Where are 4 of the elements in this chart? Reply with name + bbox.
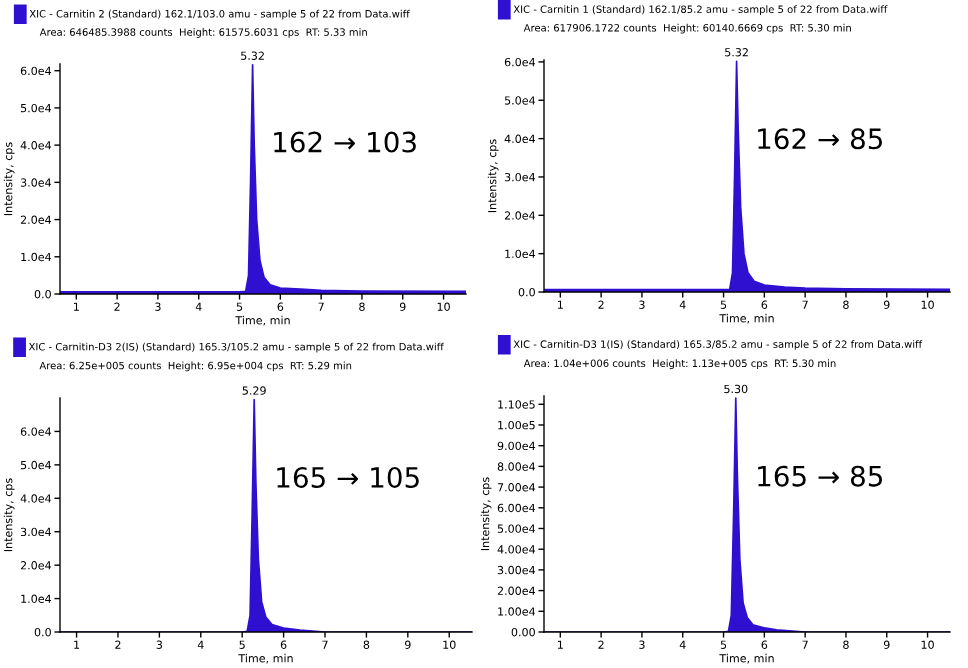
annotation: 162 → 103 bbox=[274, 131, 416, 153]
annotation: 165 → 105 bbox=[277, 466, 419, 488]
annotation: 165 → 85 bbox=[758, 465, 882, 487]
annotation: 162 → 85 bbox=[758, 128, 882, 150]
